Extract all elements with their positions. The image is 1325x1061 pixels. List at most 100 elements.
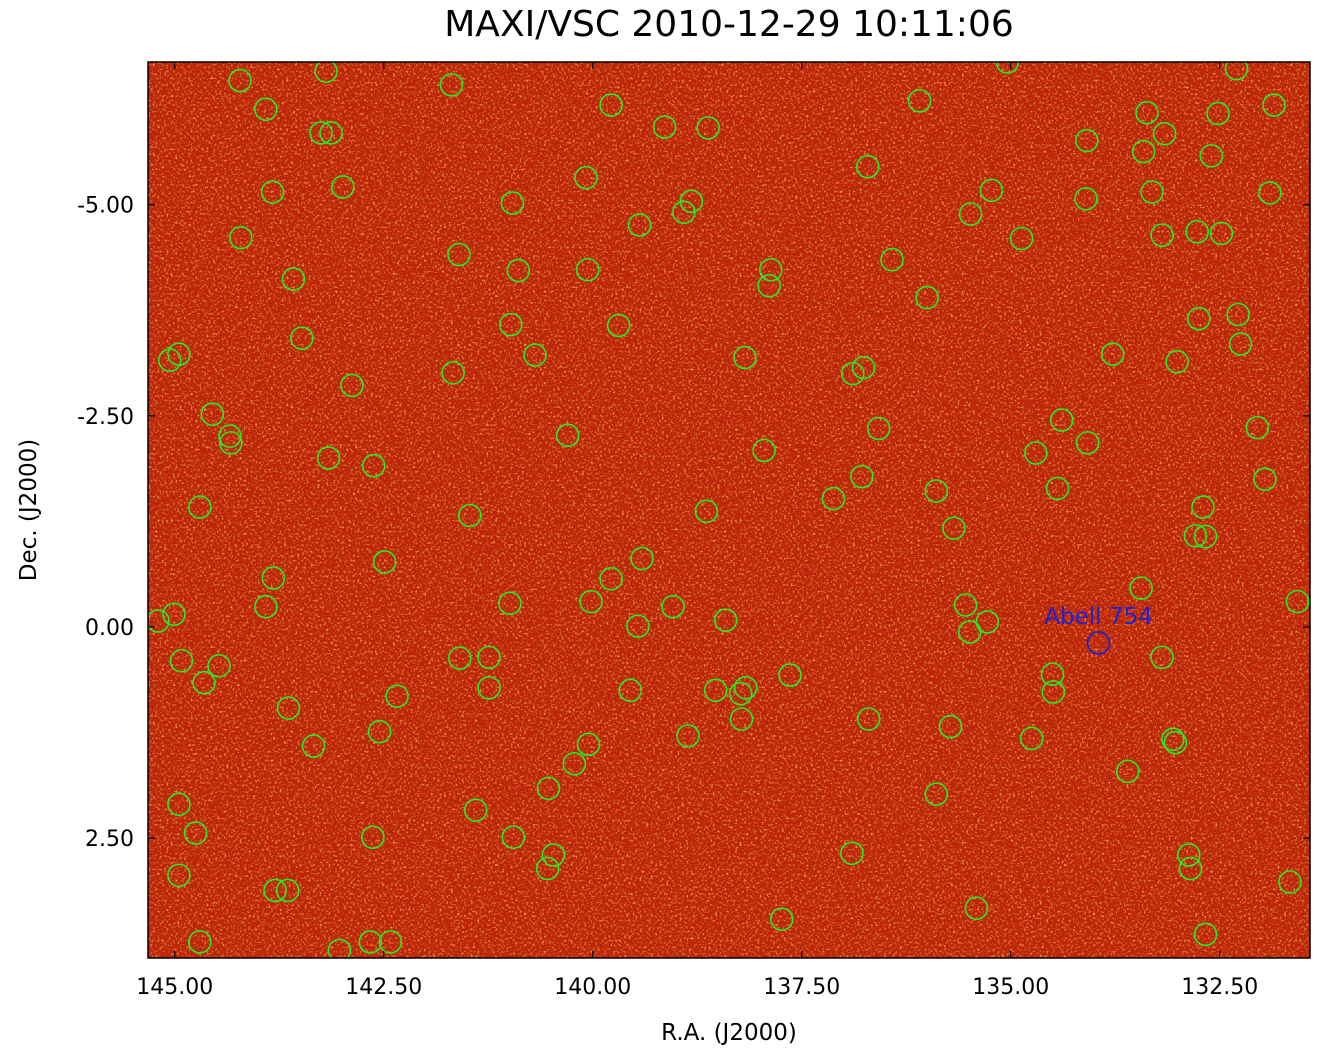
source-circle bbox=[1040, 662, 1065, 687]
source-circle bbox=[821, 486, 846, 511]
annotation-label: Abell 754 bbox=[1044, 604, 1152, 630]
source-circle bbox=[850, 464, 874, 489]
source-circle bbox=[1187, 306, 1211, 331]
source-circle bbox=[477, 675, 501, 700]
source-circle bbox=[228, 68, 252, 93]
source-circle bbox=[1140, 180, 1164, 204]
source-circle bbox=[275, 878, 300, 903]
source-circle bbox=[1193, 524, 1218, 549]
source-circle bbox=[1224, 62, 1249, 81]
source-circle bbox=[1258, 181, 1282, 205]
source-circle bbox=[1129, 576, 1153, 600]
source-circle bbox=[506, 258, 531, 283]
source-circle bbox=[439, 73, 464, 97]
y-tick-label: 0.00 bbox=[85, 616, 134, 641]
source-circle bbox=[1150, 645, 1174, 670]
source-circle bbox=[500, 191, 525, 215]
source-circle bbox=[458, 503, 482, 528]
source-circle bbox=[1100, 342, 1125, 366]
source-circle bbox=[907, 89, 932, 113]
source-circle bbox=[958, 202, 983, 226]
source-circle bbox=[1163, 730, 1188, 755]
source-circle bbox=[599, 93, 623, 117]
source-circle bbox=[1074, 128, 1099, 153]
source-circle bbox=[575, 257, 600, 282]
source-circle bbox=[301, 734, 326, 758]
source-circle bbox=[1075, 431, 1100, 455]
source-circle bbox=[851, 355, 876, 380]
source-circle bbox=[856, 707, 881, 731]
source-circle bbox=[855, 154, 880, 179]
source-circle bbox=[1045, 476, 1070, 501]
source-circle bbox=[385, 684, 409, 709]
source-circle bbox=[535, 856, 560, 881]
source-circle bbox=[463, 798, 488, 823]
source-circle bbox=[261, 566, 286, 590]
source-circle bbox=[319, 121, 343, 145]
x-tick-label: 142.50 bbox=[345, 975, 422, 1000]
source-circle bbox=[942, 516, 966, 540]
source-circle bbox=[254, 594, 278, 619]
source-circle bbox=[1150, 223, 1174, 247]
source-circle bbox=[599, 567, 623, 591]
source-circle bbox=[1178, 856, 1203, 881]
source-circle bbox=[729, 707, 754, 731]
x-tick-label: 145.00 bbox=[136, 975, 213, 1000]
source-circle bbox=[1049, 408, 1074, 432]
source-circle bbox=[254, 97, 278, 122]
source-circle bbox=[330, 175, 355, 199]
source-circle bbox=[218, 431, 243, 455]
x-tick-label: 137.50 bbox=[763, 975, 840, 1000]
source-circle bbox=[703, 678, 728, 703]
source-circle bbox=[192, 670, 216, 695]
source-circle bbox=[1019, 726, 1044, 751]
source-circle bbox=[840, 841, 864, 866]
source-circle bbox=[263, 878, 287, 903]
x-tick-label: 140.00 bbox=[554, 975, 631, 1000]
source-circle bbox=[1185, 219, 1209, 244]
source-circle bbox=[367, 719, 392, 744]
source-circle bbox=[626, 614, 650, 638]
source-circle bbox=[713, 608, 738, 633]
source-circle bbox=[361, 453, 386, 478]
source-circle bbox=[358, 930, 383, 954]
source-circle bbox=[924, 782, 949, 806]
source-circle bbox=[979, 178, 1004, 203]
source-circle bbox=[188, 495, 212, 519]
source-circle bbox=[728, 681, 753, 706]
source-circle bbox=[340, 373, 364, 398]
source-circle bbox=[1131, 139, 1156, 164]
source-circle bbox=[840, 361, 865, 386]
source-circle bbox=[1176, 843, 1201, 867]
source-circle bbox=[652, 115, 677, 139]
marks bbox=[148, 62, 1310, 958]
source-circle bbox=[477, 645, 501, 670]
source-circle bbox=[1206, 101, 1230, 126]
axes: 145.00 142.50 140.00 137.50 135.00 132.50 -5.0… bbox=[77, 62, 1310, 1000]
source-circle bbox=[576, 732, 601, 757]
source-circle bbox=[880, 247, 904, 272]
source-circle bbox=[562, 751, 587, 776]
y-tick-label: -2.50 bbox=[77, 405, 134, 430]
source-circle bbox=[1285, 589, 1310, 614]
source-circle bbox=[1193, 922, 1218, 947]
source-circle bbox=[1253, 467, 1277, 491]
source-circle bbox=[1009, 226, 1034, 251]
source-circle bbox=[536, 776, 561, 801]
source-circle bbox=[316, 446, 341, 470]
source-circle bbox=[1152, 121, 1177, 146]
y-tick-label: -5.00 bbox=[77, 194, 134, 219]
source-circle bbox=[1041, 680, 1066, 704]
source-circle bbox=[228, 225, 253, 250]
source-circle bbox=[162, 602, 186, 627]
source-circle bbox=[1209, 221, 1234, 246]
source-circle bbox=[769, 907, 794, 931]
source-circle bbox=[1074, 187, 1098, 211]
source-circle bbox=[1228, 332, 1253, 356]
source-circle bbox=[975, 610, 1000, 634]
source-circle bbox=[372, 550, 397, 574]
image-noise bbox=[148, 62, 1310, 958]
source-circle bbox=[167, 342, 191, 366]
source-circle bbox=[167, 863, 191, 888]
